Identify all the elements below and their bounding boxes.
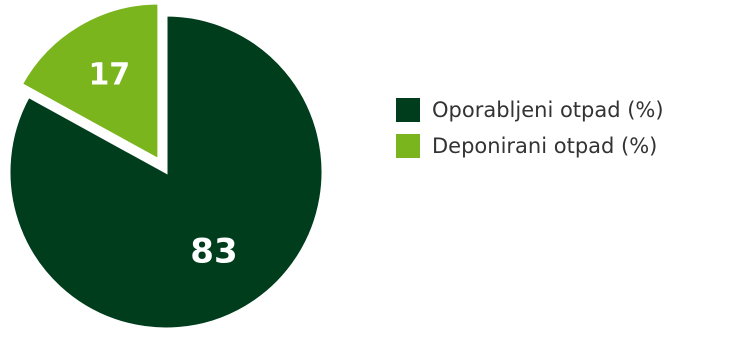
legend-swatch-recycled: [396, 98, 420, 122]
legend-item-landfilled: Deponirani otpad (%): [396, 128, 664, 164]
legend: Oporabljeni otpad (%) Deponirani otpad (…: [396, 92, 664, 164]
legend-swatch-landfilled: [396, 134, 420, 158]
pie-slice-landfilled: [19, 1, 161, 163]
pie-chart: 83 17: [7, 1, 325, 331]
legend-label-recycled: Oporabljeni otpad (%): [432, 98, 664, 122]
pie-slice-recycled: [7, 13, 325, 331]
slice-label-recycled: 83: [190, 232, 237, 272]
legend-label-landfilled: Deponirani otpad (%): [432, 134, 658, 158]
legend-item-recycled: Oporabljeni otpad (%): [396, 92, 664, 128]
slice-label-landfilled: 17: [88, 58, 130, 93]
